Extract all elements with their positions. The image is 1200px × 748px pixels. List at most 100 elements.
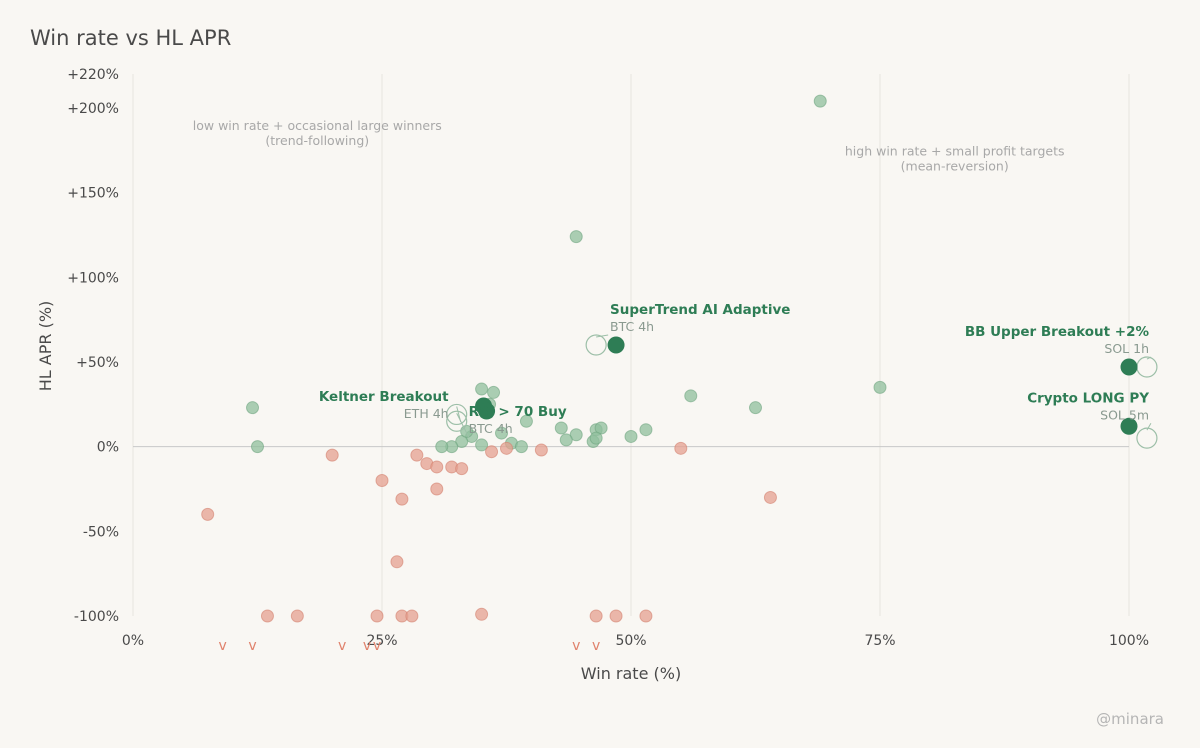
- data-point: [246, 401, 260, 415]
- x-tick-label: 100%: [1109, 633, 1149, 649]
- y-tick-label: 0%: [97, 440, 119, 456]
- data-point: [514, 440, 528, 454]
- data-point: [559, 433, 573, 447]
- highlight-ring: [1136, 427, 1158, 449]
- highlight-sublabel: SOL 1h: [1104, 341, 1149, 356]
- y-tick-label: +220%: [67, 67, 119, 83]
- data-point: [674, 441, 688, 455]
- x-axis-ticks: 0% 25% 50% 75% 100%: [122, 633, 1149, 649]
- data-point: [569, 230, 583, 244]
- data-point: [554, 421, 568, 435]
- data-point: [395, 492, 409, 506]
- data-point: [813, 94, 827, 108]
- y-axis-ticks: +220% +200% +150% +100% +50% 0% -50% -100%: [67, 67, 119, 625]
- data-point: [430, 482, 444, 496]
- highlight-label: BB Upper Breakout +2%: [965, 324, 1150, 340]
- data-point: [410, 448, 424, 462]
- data-point: [260, 609, 274, 623]
- highlight-point: [607, 336, 625, 354]
- highlight-point: [1120, 358, 1138, 376]
- x-tick-label: 50%: [615, 633, 646, 649]
- highlight-ring: [446, 403, 468, 426]
- highlight-sublabel: BTC 4h: [610, 319, 654, 334]
- chart-title: Win rate vs HL APR: [30, 26, 232, 50]
- region-note: high win rate + small profit targets: [845, 143, 1065, 158]
- y-tick-label: -100%: [74, 609, 119, 625]
- highlight-point: [478, 402, 496, 420]
- x-tick-label: 75%: [864, 633, 895, 649]
- out-of-range-marker: v: [248, 638, 256, 654]
- data-point: [495, 426, 509, 440]
- x-tick-label: 25%: [366, 633, 397, 649]
- data-point: [405, 609, 419, 623]
- data-point: [435, 440, 449, 454]
- data-point: [487, 385, 501, 399]
- data-point: [500, 441, 513, 455]
- data-point: [325, 448, 339, 462]
- highlight-ring: [446, 410, 468, 432]
- data-point: [639, 609, 653, 623]
- grid-lines: [132, 74, 1130, 616]
- data-point: [475, 438, 489, 452]
- data-point: [534, 443, 548, 457]
- data-points: [201, 94, 887, 623]
- out-of-range-marker: v: [363, 638, 371, 654]
- y-tick-label: +150%: [67, 186, 119, 202]
- highlight-label: RSI > 70 Buy: [469, 404, 567, 420]
- data-point: [475, 382, 489, 396]
- data-point: [763, 490, 777, 504]
- data-point: [485, 445, 499, 459]
- data-point: [873, 380, 887, 394]
- data-point: [475, 607, 489, 621]
- out-of-range-marker: v: [338, 638, 346, 654]
- y-tick-label: +50%: [76, 355, 119, 371]
- highlight-leader: [1146, 356, 1152, 360]
- data-point: [251, 440, 264, 454]
- y-tick-label: +200%: [67, 101, 119, 117]
- data-point: [589, 431, 603, 445]
- highlight-leader: [456, 412, 470, 438]
- data-point: [624, 429, 638, 443]
- out-of-range-marker: v: [373, 638, 381, 654]
- region-note: low win rate + occasional large winners: [193, 118, 442, 133]
- data-point: [749, 401, 762, 415]
- region-note: (mean-reversion): [901, 159, 1009, 174]
- x-tick-label: 0%: [122, 633, 144, 649]
- y-axis-label: HL APR (%): [36, 301, 55, 392]
- region-annotations: low win rate + occasional large winners(…: [193, 118, 1065, 174]
- y-tick-label: +100%: [67, 270, 119, 286]
- y-tick-label: -50%: [83, 524, 119, 540]
- data-point: [519, 414, 533, 428]
- data-point: [609, 609, 623, 623]
- out-of-range-marker: v: [592, 638, 600, 654]
- highlight-label: Keltner Breakout: [319, 389, 449, 405]
- highlight-label: Crypto LONG PY: [1027, 390, 1149, 406]
- out-of-range-marker: v: [218, 638, 226, 654]
- region-note: (trend-following): [265, 133, 369, 148]
- data-point: [201, 507, 215, 521]
- highlight-ring: [1136, 356, 1158, 378]
- watermark: @minara: [1096, 710, 1164, 728]
- highlight-leader: [596, 334, 609, 338]
- data-point: [390, 555, 404, 569]
- out-of-range-marker: v: [572, 638, 580, 654]
- data-point: [370, 609, 384, 623]
- highlight-sublabel: SOL 5m: [1100, 407, 1149, 422]
- data-point: [290, 609, 304, 623]
- data-point: [639, 423, 653, 437]
- data-point: [589, 609, 603, 623]
- data-point: [455, 462, 469, 476]
- highlight-sublabel: ETH 4h: [404, 406, 449, 421]
- data-point: [430, 460, 444, 474]
- data-point: [684, 389, 698, 403]
- x-axis-label: Win rate (%): [581, 664, 681, 683]
- highlight-sublabel: BTC 4h: [469, 421, 513, 436]
- data-point: [375, 474, 389, 487]
- highlight-point: [1120, 417, 1138, 435]
- highlight-leader: [1146, 423, 1152, 431]
- highlight-label: SuperTrend AI Adaptive: [610, 302, 790, 318]
- highlight-ring: [585, 334, 607, 356]
